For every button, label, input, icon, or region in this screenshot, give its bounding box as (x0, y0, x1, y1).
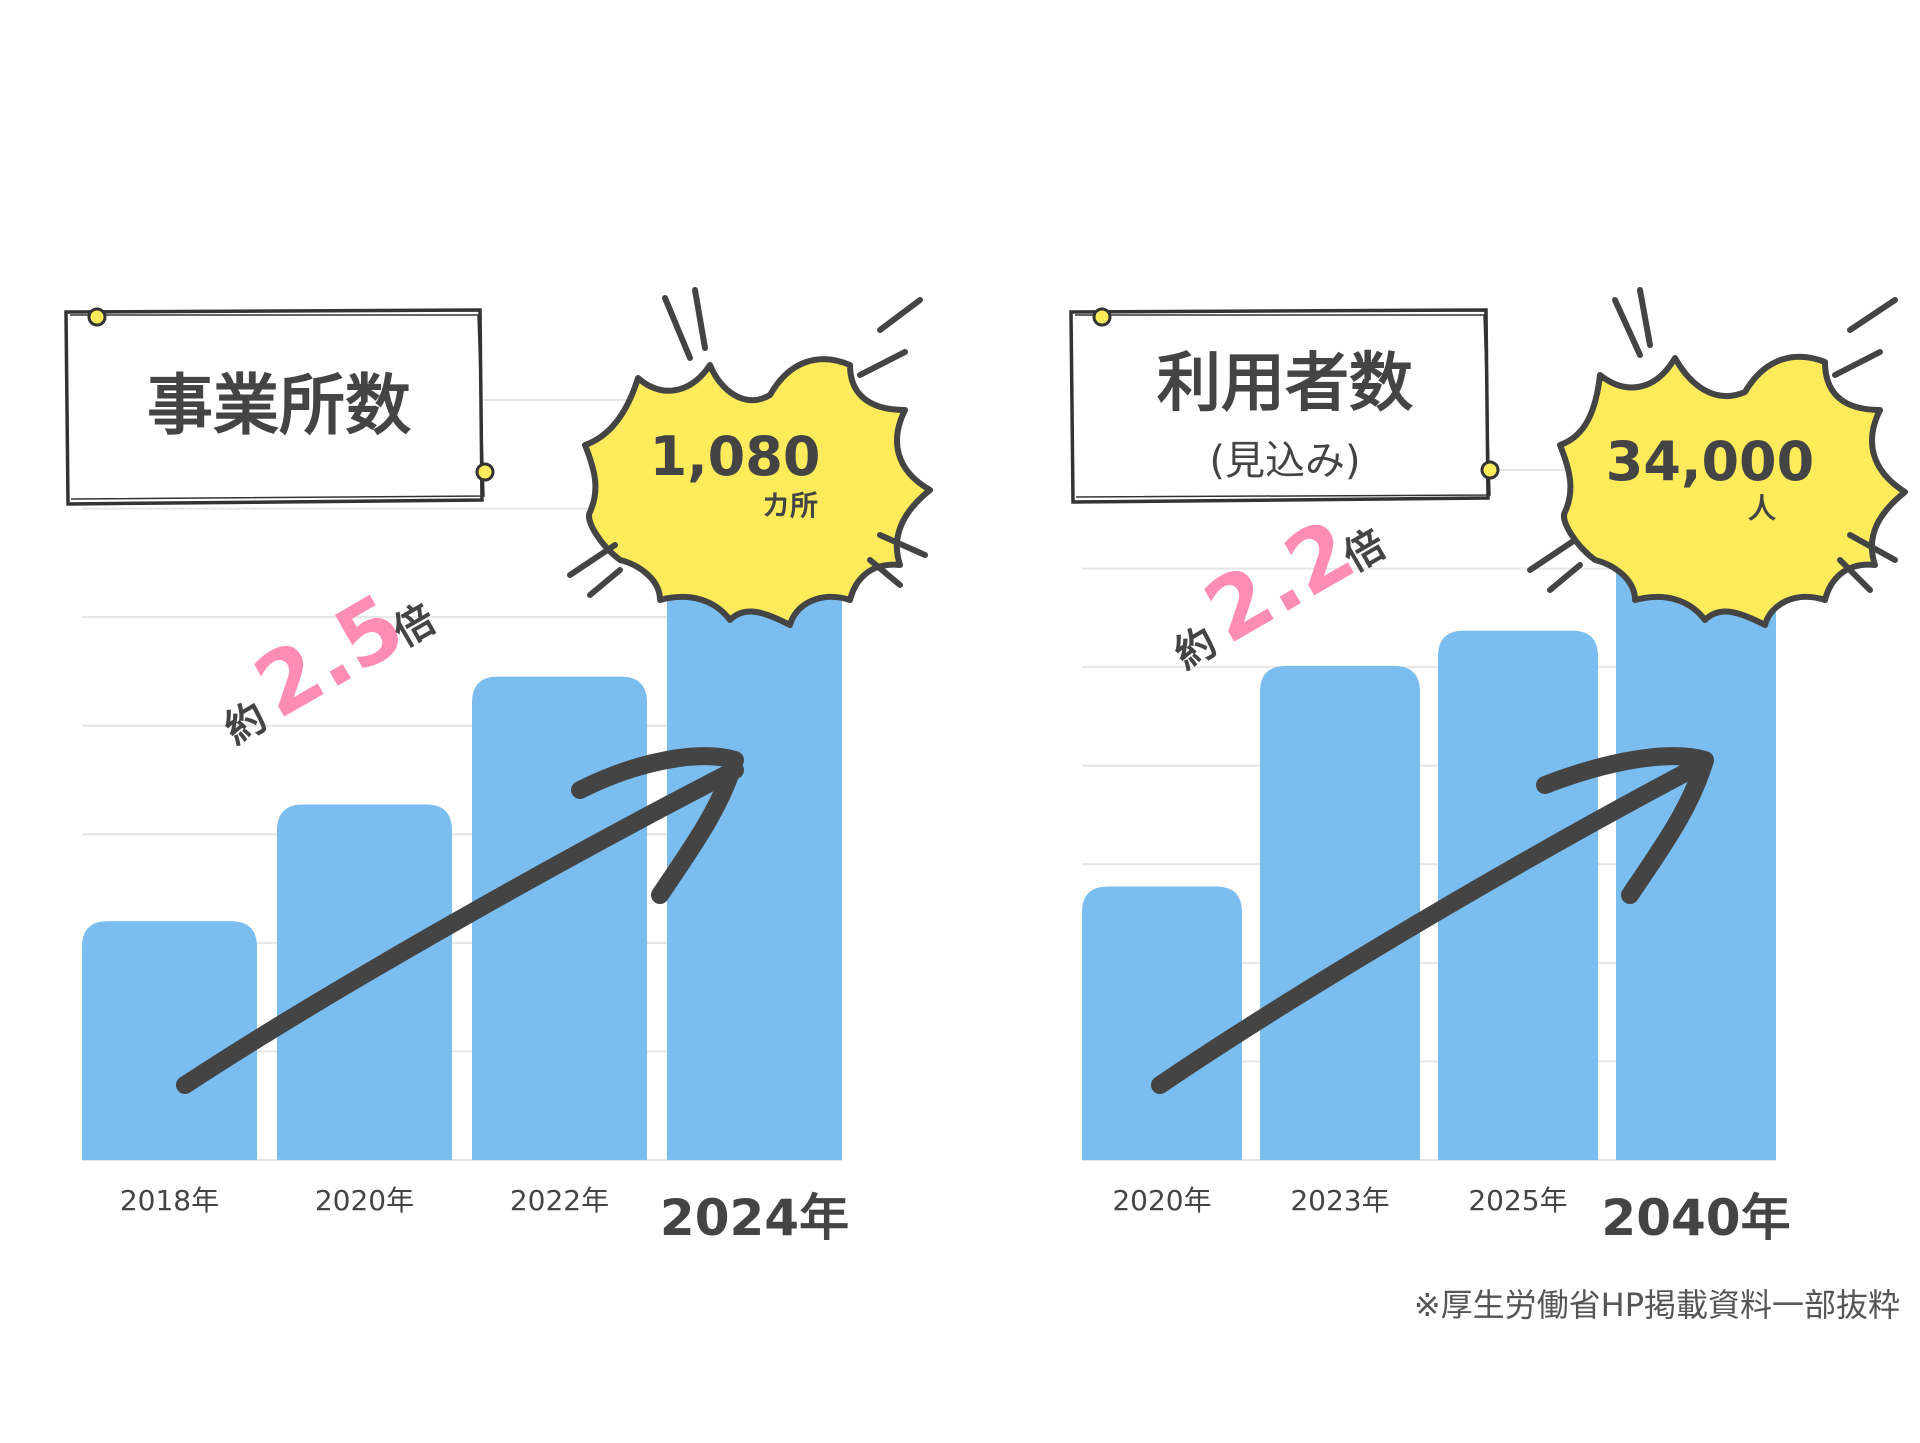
chart-subtitle: (見込み) (1209, 438, 1360, 484)
growth-prefix: 約 (217, 694, 275, 754)
chart-title: 事業所数 (147, 367, 411, 444)
pin-icon (1480, 460, 1500, 480)
bar-chart-users: 2020年 2023年 2025年 2040年 利用者数 (見込み) 約 2.2 倍 … (1069, 287, 1908, 1247)
bar-2024年 (667, 560, 842, 1160)
growth-prefix: 約 (1167, 619, 1225, 679)
bar-2025年 (1438, 630, 1598, 1160)
source-footnote: ※厚生労働省HP掲載資料一部抜粋 (1413, 1286, 1900, 1324)
growth-label: 約 2.2 倍 (1167, 500, 1394, 679)
trend-arrow-hook (1536, 747, 1714, 904)
bars (1082, 560, 1776, 1160)
bar-2023年 (1260, 665, 1420, 1160)
burst-shape (582, 356, 933, 628)
growth-value: 2.5 (239, 575, 421, 738)
bar-2018年 (82, 921, 257, 1160)
x-tick-label: 2023年 (1290, 1184, 1389, 1217)
highlight-burst: 34,000 人 (1527, 287, 1908, 628)
title-card: 事業所数 (64, 307, 495, 506)
chart-panel-users: 2020年 2023年 2025年 2040年 利用者数 (見込み) 約 2.2 倍 … (1000, 0, 1920, 1443)
highlight-burst: 1,080 カ所 (567, 287, 933, 628)
trend-arrow (176, 747, 744, 1094)
x-tick-labels: 2018年 2020年 2022年 2024年 (120, 1184, 849, 1247)
trend-arrow-hook (571, 747, 744, 904)
title-card: 利用者数 (見込み) (1069, 307, 1500, 504)
x-tick-label: 2018年 (120, 1184, 219, 1217)
pin-icon (87, 307, 107, 327)
x-tick-labels: 2020年 2023年 2025年 2040年 (1112, 1184, 1790, 1247)
burst-unit: カ所 (762, 489, 818, 522)
pin-icon (475, 462, 495, 482)
growth-value: 2.2 (1189, 500, 1371, 663)
sparkle-lines (1527, 287, 1898, 593)
trend-arrow (1151, 747, 1714, 1094)
burst-value: 1,080 (650, 425, 821, 488)
growth-label: 約 2.5 倍 (217, 575, 444, 754)
x-tick-label: 2040年 (1601, 1189, 1790, 1247)
bar-2022年 (472, 676, 647, 1160)
x-tick-label: 2024年 (660, 1189, 849, 1247)
bar-2020年 (1082, 886, 1242, 1160)
x-tick-label: 2020年 (315, 1184, 414, 1217)
trend-arrow-shaft (176, 761, 744, 1094)
x-tick-label: 2025年 (1468, 1184, 1567, 1217)
x-tick-label: 2022年 (510, 1184, 609, 1217)
bar-chart-facilities: 2018年 2020年 2022年 2024年 事業所数 約 2.5 倍 1,080 … (64, 287, 933, 1247)
x-tick-label: 2020年 (1112, 1184, 1211, 1217)
bar-2040年 (1616, 560, 1776, 1160)
burst-unit: 人 (1748, 492, 1776, 525)
burst-shape (1557, 353, 1908, 628)
trend-arrow-shaft (1151, 756, 1709, 1094)
chart-title: 利用者数 (1157, 347, 1413, 421)
sparkle-lines (567, 287, 928, 598)
burst-value: 34,000 (1606, 430, 1814, 493)
pin-icon (1092, 307, 1112, 327)
chart-panel-facilities: 2018年 2020年 2022年 2024年 事業所数 約 2.5 倍 1,080 … (64, 287, 933, 1247)
